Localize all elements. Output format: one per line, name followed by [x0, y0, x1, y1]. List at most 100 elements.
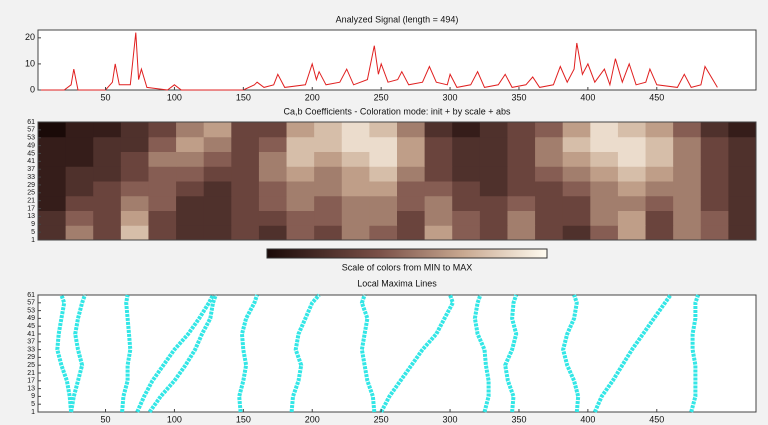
heat-cell — [590, 166, 619, 182]
maxima-line — [237, 294, 259, 413]
heat-cell — [65, 181, 94, 197]
heat-cell — [673, 136, 702, 152]
heat-cell — [535, 151, 564, 167]
maxima-line — [289, 293, 321, 413]
heat-cell — [120, 195, 149, 211]
heat-cell — [452, 225, 481, 241]
heat-cell — [314, 225, 343, 241]
heat-cell — [673, 166, 702, 182]
y-tick-label: 17 — [27, 205, 35, 212]
heat-cell — [258, 195, 288, 211]
heat-cell — [728, 210, 757, 226]
heat-cell — [148, 181, 177, 197]
heat-cell — [617, 166, 647, 182]
heat-cell — [562, 136, 591, 152]
maxima-line — [135, 294, 215, 413]
heat-cell — [176, 181, 205, 197]
heat-cell — [203, 151, 232, 167]
x-tick-label: 200 — [305, 414, 320, 424]
heat-cell — [673, 195, 702, 211]
y-tick-label: 57 — [27, 127, 35, 134]
heat-cell — [203, 166, 232, 182]
heat-cell — [203, 225, 232, 241]
y-tick-label: 1 — [31, 237, 35, 244]
heat-cell — [397, 151, 426, 167]
heat-cell — [286, 181, 315, 197]
heat-cell — [617, 195, 647, 211]
heat-cell — [65, 136, 94, 152]
x-tick-label: 50 — [101, 414, 111, 424]
heat-cell — [673, 181, 702, 197]
heat-cell — [38, 122, 67, 138]
heat-cell — [65, 210, 94, 226]
maxima-line — [689, 294, 700, 413]
heat-cell — [120, 210, 149, 226]
heat-cell — [341, 151, 370, 167]
heat-cell — [452, 195, 481, 211]
heat-cell — [65, 225, 94, 241]
x-tick-label: 300 — [443, 414, 458, 424]
heat-cell — [590, 122, 619, 138]
heat-cell — [728, 195, 757, 211]
heat-cell — [231, 181, 260, 197]
heat-cell — [93, 151, 122, 167]
heat-cell — [93, 195, 122, 211]
y-tick-label: 61 — [27, 119, 35, 126]
heat-cell — [507, 195, 536, 211]
heat-cell — [176, 151, 205, 167]
heat-cell — [424, 166, 453, 182]
heat-cell — [176, 136, 205, 152]
heat-cell — [700, 166, 729, 182]
x-tick-label: 50 — [101, 92, 111, 102]
heat-cell — [314, 122, 343, 138]
heat-cell — [203, 210, 232, 226]
heat-cell — [176, 210, 205, 226]
y-tick-label: 45 — [27, 150, 35, 157]
y-tick-label: 53 — [27, 135, 35, 142]
heat-cell — [728, 136, 757, 152]
heat-cell — [479, 122, 508, 138]
x-tick-label: 250 — [374, 92, 389, 102]
heat-cell — [231, 122, 260, 138]
panel-title: Ca,b Coefficients - Coloration mode: ini… — [284, 106, 511, 116]
heat-cell — [673, 225, 702, 241]
heat-cell — [341, 210, 370, 226]
heat-cell — [120, 122, 149, 138]
colorbar-label: Scale of colors from MIN to MAX — [342, 262, 473, 272]
heat-cell — [286, 122, 315, 138]
heat-cell — [286, 195, 315, 211]
colorbar — [266, 248, 548, 259]
heat-cell — [700, 151, 729, 167]
heat-cell — [700, 122, 729, 138]
heat-cell — [507, 151, 536, 167]
heat-cell — [590, 195, 619, 211]
heat-cell — [93, 225, 122, 241]
heat-cell — [369, 151, 398, 167]
heat-cell — [728, 122, 757, 138]
maxima-line — [55, 294, 74, 413]
heat-cell — [369, 122, 398, 138]
heat-cell — [452, 166, 481, 182]
heat-cell — [314, 210, 343, 226]
heat-cell — [507, 122, 536, 138]
heat-cell — [369, 195, 398, 211]
panel-title: Local Maxima Lines — [357, 278, 437, 288]
heat-cell — [673, 122, 702, 138]
y-tick-label: 10 — [25, 58, 35, 68]
heat-cell — [645, 181, 674, 197]
heat-cell — [38, 225, 67, 241]
heat-cell — [728, 181, 757, 197]
y-tick-label: 41 — [27, 158, 35, 165]
heat-cell — [120, 181, 149, 197]
heat-cell — [535, 195, 564, 211]
x-tick-label: 300 — [443, 92, 458, 102]
y-tick-label: 13 — [27, 385, 35, 392]
heat-cell — [176, 122, 205, 138]
y-tick-label: 29 — [27, 182, 35, 189]
y-tick-label: 9 — [31, 221, 35, 228]
heat-cell — [535, 225, 564, 241]
heat-cell — [562, 166, 591, 182]
heat-cell — [673, 151, 702, 167]
y-tick-label: 37 — [27, 166, 35, 173]
heat-cell — [479, 151, 508, 167]
